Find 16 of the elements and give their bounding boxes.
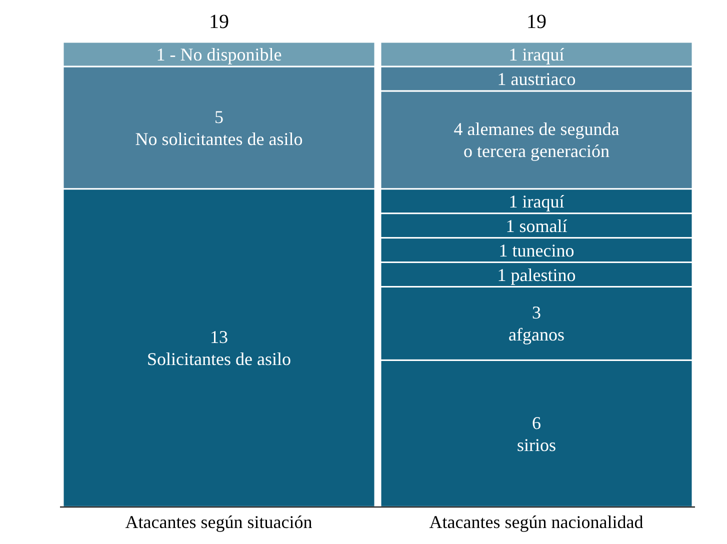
data-label: 1 palestino bbox=[497, 264, 576, 285]
total-label: 19 bbox=[209, 11, 229, 33]
x-tick-label: Atacantes según situación bbox=[125, 512, 312, 532]
data-label: 4 alemanes de segunda o tercera generación bbox=[454, 119, 620, 162]
data-label: 13 Solicitantes de asilo bbox=[147, 327, 291, 370]
data-label: 1 iraquí bbox=[508, 44, 564, 65]
total-label: 19 bbox=[526, 11, 546, 33]
data-label: 1 tunecino bbox=[498, 240, 574, 260]
data-label: 6 sirios bbox=[516, 412, 556, 455]
data-label: 1 austriaco bbox=[497, 69, 576, 90]
data-label: 5 No solicitantes de asilo bbox=[135, 106, 303, 149]
data-label: 1 somalí bbox=[506, 216, 568, 236]
data-label: 1 - No disponible bbox=[156, 44, 282, 65]
data-label: 3 afganos bbox=[508, 302, 564, 345]
data-label: 1 iraquí bbox=[508, 191, 564, 212]
x-tick-label: Atacantes según nacionalidad bbox=[429, 512, 644, 532]
